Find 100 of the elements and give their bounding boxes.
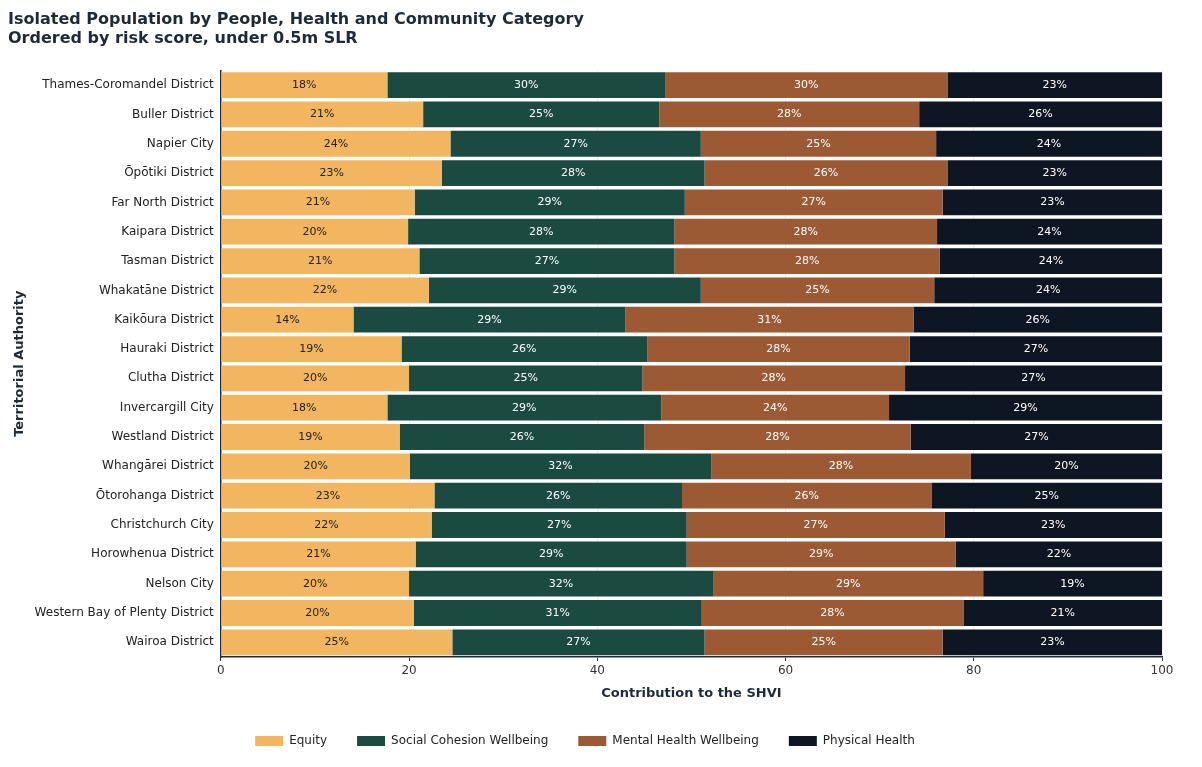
bar [409, 365, 643, 392]
bar [713, 570, 984, 597]
data-label: 18% [292, 400, 317, 414]
bar [910, 424, 1162, 450]
bar [221, 512, 432, 538]
y-tick-label: Buller District [132, 106, 215, 121]
y-axis-title: Territorial Authority [11, 290, 27, 437]
data-label: 24% [1038, 253, 1064, 267]
bar [947, 160, 1162, 186]
x-tick-label: 80 [966, 663, 982, 678]
data-label: 23% [1042, 165, 1067, 179]
data-label: 24% [323, 136, 349, 150]
bar [414, 189, 685, 216]
bar [415, 541, 687, 568]
data-label: 28% [828, 459, 854, 473]
data-label: 19% [298, 429, 323, 443]
bar [674, 218, 938, 245]
data-label: 27% [1023, 341, 1049, 355]
bar [221, 600, 414, 626]
bar [937, 218, 1162, 245]
data-label: 23% [1041, 517, 1066, 531]
bar [684, 189, 943, 216]
y-tick-label: Whakatāne District [98, 282, 215, 297]
bar [409, 453, 712, 480]
data-label: 30% [513, 77, 539, 91]
data-label: 28% [761, 371, 786, 385]
data-label: 23% [1042, 77, 1067, 91]
data-label: 32% [548, 576, 574, 590]
data-label: 28% [561, 165, 586, 179]
data-label: 23% [315, 488, 341, 502]
bar [221, 365, 410, 392]
y-tick-label: Whangārei District [102, 458, 215, 473]
data-label: 30% [794, 77, 819, 91]
data-label: 26% [545, 488, 571, 502]
data-label: 29% [477, 312, 502, 326]
bar [913, 306, 1162, 333]
bar [353, 306, 626, 333]
bar [905, 365, 1162, 392]
y-tick-label: Napier City [146, 135, 214, 150]
data-label: 28% [777, 107, 802, 121]
data-label: 21% [306, 547, 331, 561]
data-label: 29% [552, 283, 578, 297]
data-label: 32% [548, 459, 573, 473]
data-label: 24% [1035, 283, 1061, 297]
data-label: 19% [299, 341, 324, 355]
bar [642, 365, 906, 392]
bar [711, 453, 971, 480]
data-label: 26% [1028, 107, 1053, 121]
data-label: 24% [1037, 224, 1062, 238]
data-label: 21% [1050, 605, 1075, 619]
bar [450, 130, 701, 157]
bar [221, 570, 410, 597]
bar [221, 306, 354, 333]
bar [686, 541, 956, 568]
data-label: 23% [319, 165, 344, 179]
bar [909, 336, 1162, 362]
bar [221, 72, 388, 98]
data-label: 26% [509, 429, 535, 443]
data-label: 26% [794, 488, 819, 502]
data-label: 23% [1040, 195, 1065, 209]
data-label: 27% [534, 253, 560, 267]
bar [452, 629, 705, 656]
data-label: 28% [820, 605, 845, 619]
y-tick-label: Western Bay of Plenty District [34, 605, 215, 620]
legend-label: Mental Health Wellbeing [612, 733, 759, 748]
bar [221, 424, 400, 450]
bar [221, 160, 442, 186]
y-tick-label: Wairoa District [125, 634, 215, 649]
bar [423, 101, 660, 128]
bar [936, 130, 1162, 157]
data-label: 24% [762, 400, 788, 414]
bar [919, 101, 1162, 128]
bar [661, 394, 890, 421]
bar [221, 248, 420, 274]
bar [674, 248, 940, 274]
data-label: 27% [546, 517, 572, 531]
data-label: 29% [537, 195, 562, 209]
data-label: 22% [1046, 547, 1072, 561]
data-label: 22% [312, 283, 338, 297]
bar [221, 277, 429, 304]
bar [221, 394, 388, 421]
x-tick-label: 40 [589, 663, 605, 678]
legend-label: Equity [289, 733, 328, 748]
bar [942, 189, 1162, 216]
data-label: 25% [1034, 488, 1059, 502]
y-tick-label: Far North District [111, 194, 215, 209]
data-label: 21% [308, 253, 333, 267]
bar [947, 72, 1162, 98]
bar [939, 248, 1162, 274]
bar [686, 512, 945, 538]
bar [931, 482, 1162, 509]
legend-label: Social Cohesion Wellbeing [391, 733, 549, 748]
x-tick-label: 60 [777, 663, 794, 678]
bar [701, 600, 964, 626]
bar [970, 453, 1162, 480]
bar [944, 512, 1162, 538]
x-tick-label: 20 [401, 663, 417, 678]
bar [625, 306, 914, 333]
bar [955, 541, 1162, 568]
data-label: 22% [314, 517, 339, 531]
